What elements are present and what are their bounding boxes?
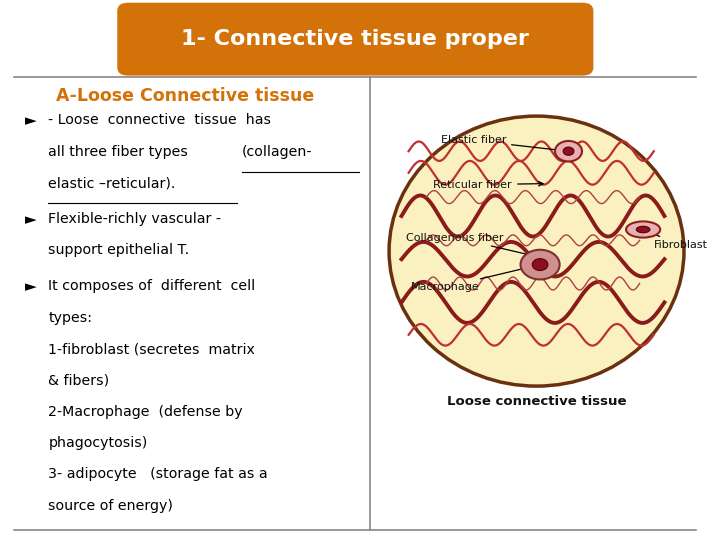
Text: Flexible-richly vascular -: Flexible-richly vascular -	[48, 212, 222, 226]
Text: 3- adipocyte   (storage fat as a: 3- adipocyte (storage fat as a	[48, 467, 268, 481]
Ellipse shape	[626, 221, 660, 238]
Text: A-Loose Connective tissue: A-Loose Connective tissue	[55, 87, 314, 105]
Text: 1- Connective tissue proper: 1- Connective tissue proper	[181, 29, 529, 49]
Text: source of energy): source of energy)	[48, 498, 174, 512]
Text: all three fiber types: all three fiber types	[48, 145, 188, 159]
Ellipse shape	[389, 116, 684, 386]
Text: - Loose  connective  tissue  has: - Loose connective tissue has	[48, 113, 271, 127]
Ellipse shape	[636, 226, 650, 233]
Text: Macrophage: Macrophage	[410, 265, 536, 292]
Text: elastic –reticular).: elastic –reticular).	[48, 176, 176, 190]
Ellipse shape	[532, 259, 548, 271]
Text: Collagenous fiber: Collagenous fiber	[407, 233, 533, 256]
Text: It composes of  different  cell: It composes of different cell	[48, 279, 256, 293]
Text: types:: types:	[48, 310, 92, 325]
Text: Fibroblast: Fibroblast	[647, 231, 708, 251]
Text: Loose connective tissue: Loose connective tissue	[447, 395, 626, 408]
Text: ►: ►	[25, 279, 37, 294]
Text: 2-Macrophage  (defense by: 2-Macrophage (defense by	[48, 404, 243, 418]
Text: Reticular fiber: Reticular fiber	[433, 180, 543, 190]
Text: ►: ►	[25, 212, 37, 227]
Text: 1-fibroblast (secretes  matrix: 1-fibroblast (secretes matrix	[48, 342, 255, 356]
Text: ►: ►	[25, 113, 37, 129]
Text: (collagen-: (collagen-	[242, 145, 312, 159]
Text: support epithelial T.: support epithelial T.	[48, 244, 189, 258]
Text: Elastic fiber: Elastic fiber	[441, 136, 564, 152]
Ellipse shape	[521, 249, 559, 280]
Ellipse shape	[555, 141, 582, 161]
Text: phagocytosis): phagocytosis)	[48, 436, 148, 450]
Ellipse shape	[563, 147, 574, 156]
Text: & fibers): & fibers)	[48, 373, 109, 387]
FancyBboxPatch shape	[117, 3, 593, 76]
